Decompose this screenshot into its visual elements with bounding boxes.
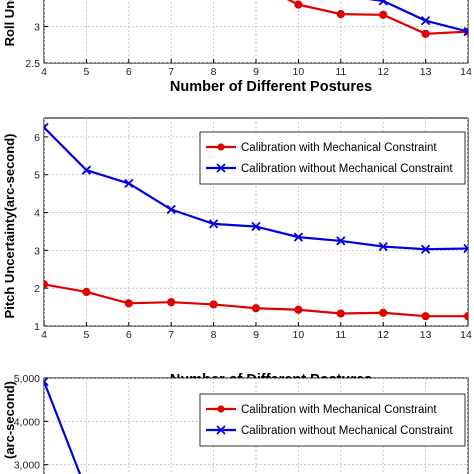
data-point [208,219,219,229]
x-tick-label: 7 [168,329,174,341]
data-point [167,298,176,307]
y-axis-label: Pitch Uncertainty(arc-second) [2,134,17,319]
data-point [251,221,261,232]
data-point [336,309,345,318]
data-point [44,122,49,133]
x-tick-label: 11 [335,66,346,78]
data-point [378,0,388,6]
chart-2: 4567891011121314123456Number of Differen… [2,117,472,388]
x-tick-label: 12 [377,66,389,78]
y-tick-label: 4 [34,208,40,220]
data-point [421,312,430,321]
data-point [379,308,388,317]
data-point [294,0,303,9]
legend-marker [217,143,225,151]
series-group [44,122,468,321]
x-tick-label: 10 [293,329,305,341]
chart-1: 4 5 6 7 8 9 10 11 12 13 14 2.5 3 Number of Different … [2,0,472,95]
x-axis-label: Number of Different Postures [170,79,372,95]
y-tick-label: 4,000 [14,416,40,428]
y-tick-label: 3 [34,245,40,257]
data-point [293,232,304,242]
series-line-1 [286,0,468,35]
data-point [251,304,261,313]
y-axis-label: (arc-second) [2,381,17,459]
x-tick-label: 8 [211,329,217,341]
data-point [294,305,303,314]
data-point [44,378,49,387]
x-tick-label: 6 [126,329,132,341]
legend-label: Calibration with Mechanical Constraint [241,404,437,416]
data-point [336,236,346,246]
chart-3: 3,000 4,000 5,000(arc-second) Calibration w… [2,373,469,474]
y-tick-label: 5,000 [14,373,40,385]
data-point [82,287,91,297]
data-point [463,243,468,254]
legend-box [199,131,466,185]
x-tick-label: 8 [211,66,217,78]
x-tick-label: 14 [460,329,472,341]
data-point [81,165,92,175]
series-line-2 [44,381,82,474]
x-tick-label: 4 [41,329,47,341]
data-point [124,299,133,308]
x-tick-label: 4 [41,66,47,78]
y-tick-label: 5 [34,170,40,182]
data-point [378,241,388,252]
y-tick-label: 2.5 [25,58,40,70]
data-point [463,26,468,37]
series-group [44,378,82,474]
y-tick-label: 6 [34,132,40,144]
x-tick-label: 14 [460,66,472,78]
x-tick-label: 10 [293,66,305,78]
y-tick-label: 3,000 [14,460,40,472]
data-point [124,178,134,189]
legend-label: Calibration without Mechanical Constrain… [241,425,453,437]
data-point [379,10,388,19]
x-tick-label: 9 [253,66,259,78]
data-point [336,9,345,19]
x-tick-label: 13 [420,66,432,78]
series-group [286,0,468,38]
legend: Calibration with Mechanical Constraint Ca… [199,131,466,185]
y-tick-label: 2 [34,283,40,295]
legend-label: Calibration without Mechanical Constrain… [241,163,453,175]
data-point [166,204,176,215]
legend-marker [217,405,225,413]
legend-box [199,393,466,447]
data-point [420,244,431,254]
x-tick-label: 13 [420,329,432,341]
legend: Calibration with Mechanical Constraint Ca… [199,393,466,447]
data-point [421,29,430,38]
x-tick-label: 12 [377,329,389,341]
data-point [209,300,218,309]
data-point [463,312,468,321]
data-point [420,16,431,26]
x-tick-label: 11 [335,329,346,341]
x-tick-label: 5 [83,329,89,341]
legend-label: Calibration with Mechanical Constraint [241,142,437,154]
y-tick-label: 3 [34,22,40,34]
y-tick-label: 1 [34,321,40,333]
y-axis-label: Roll Unc [2,0,17,46]
legend-marker [216,425,226,435]
data-point [44,280,49,289]
x-tick-label: 7 [168,66,174,78]
x-tick-label: 9 [253,329,259,341]
x-tick-label: 6 [126,66,132,78]
x-tick-label: 5 [83,66,89,78]
legend-marker [216,163,226,173]
